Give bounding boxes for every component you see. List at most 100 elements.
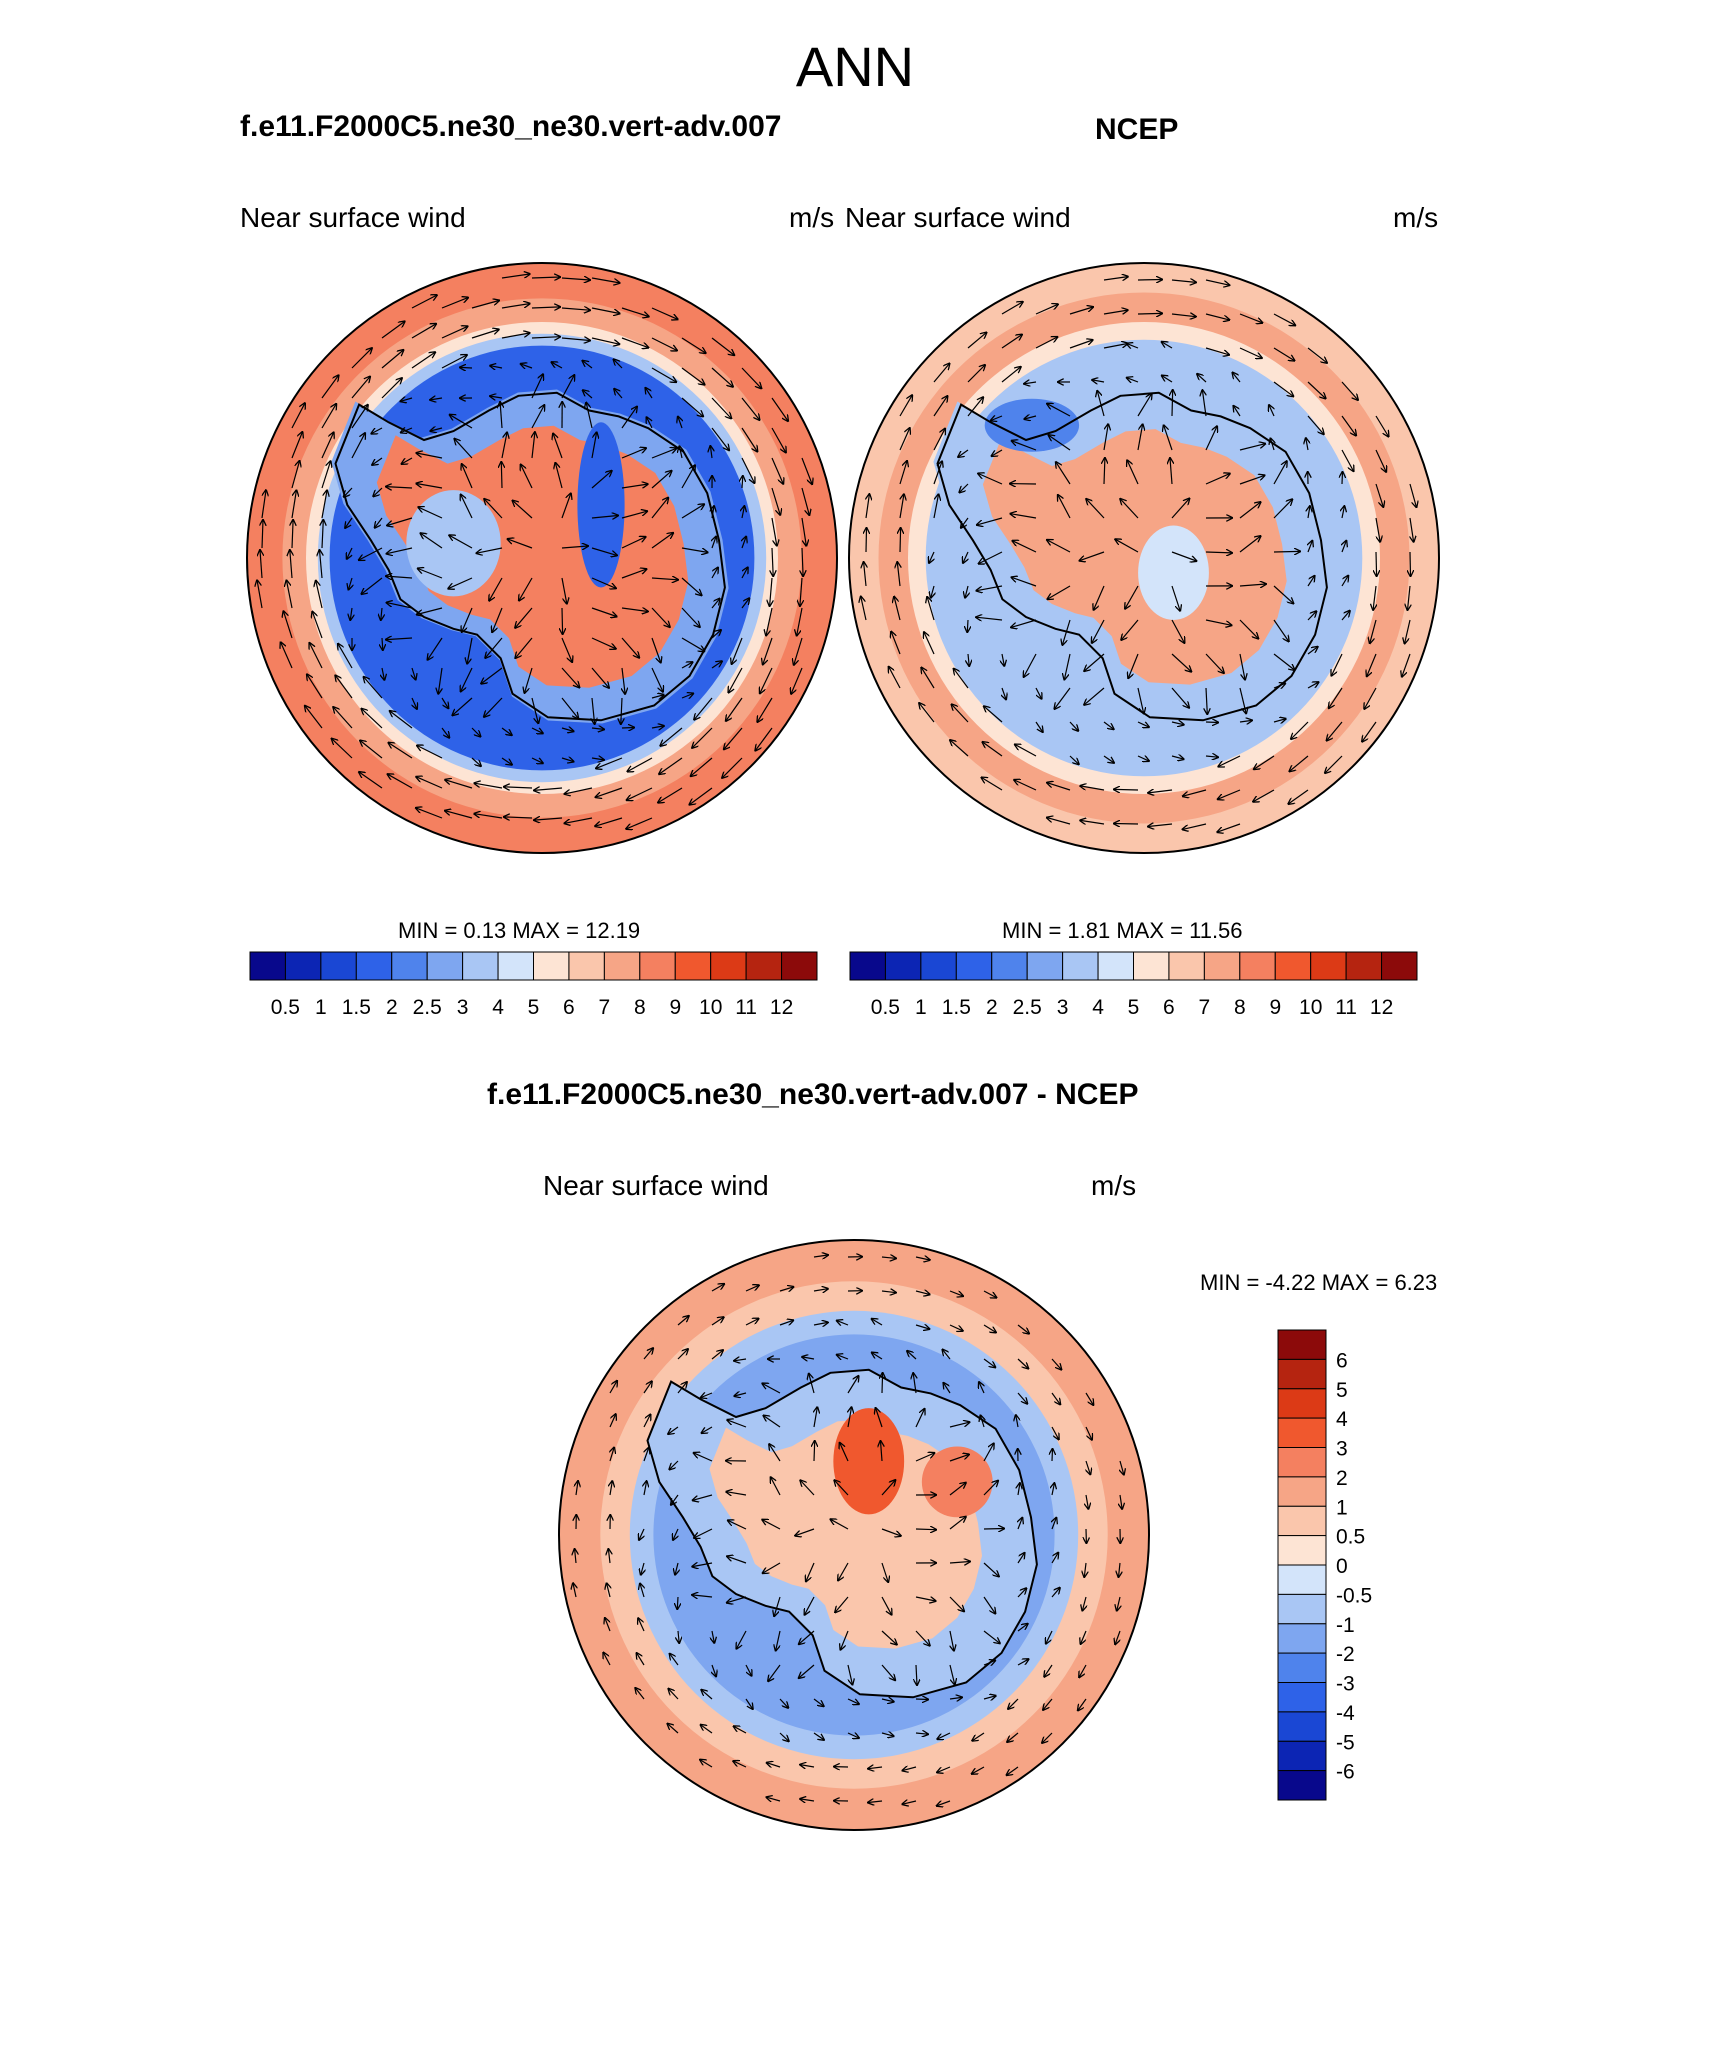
- wind-vector-arrow: [991, 416, 1003, 421]
- wind-vector-arrow: [881, 1291, 896, 1293]
- colorbar-box: [568, 951, 605, 981]
- colorbar-tick-label: 12: [1370, 996, 1393, 1019]
- wind-vector-arrow: [1273, 381, 1293, 396]
- wind-vector-arrow: [835, 1596, 849, 1612]
- wind-vector-arrow: [416, 808, 443, 819]
- wind-vector-arrow: [484, 499, 503, 519]
- wind-vector-arrow: [1202, 390, 1206, 417]
- wind-vector-arrow: [532, 432, 535, 459]
- wind-vector-arrow: [1012, 441, 1037, 451]
- wind-vector-arrow: [417, 746, 443, 759]
- wind-vector-arrow: [1373, 585, 1376, 610]
- wind-vector-arrow: [675, 1562, 678, 1575]
- wind-vector-arrow: [900, 528, 901, 553]
- wind-vector-arrow: [1114, 789, 1139, 790]
- wind-vector-arrow: [1197, 374, 1207, 383]
- wind-vector-arrow: [933, 461, 942, 485]
- colorbar-box: [710, 951, 747, 981]
- wind-vector-arrow: [552, 362, 563, 369]
- wind-vector-arrow: [881, 1528, 901, 1536]
- wind-vector-arrow: [1080, 820, 1105, 824]
- wind-vector-arrow: [742, 537, 746, 549]
- panel-1-units: m/s: [789, 202, 835, 233]
- wind-vector-arrow: [881, 1630, 897, 1645]
- wind-vector-arrow: [345, 517, 353, 528]
- wind-vector-arrow: [388, 774, 413, 789]
- wind-vector-arrow: [1103, 277, 1128, 280]
- wind-vector-arrow: [1017, 1358, 1028, 1369]
- wind-vector-arrow: [1024, 653, 1037, 677]
- wind-vector-arrow: [813, 1322, 828, 1325]
- colorbar-tick-label: 5: [1128, 996, 1140, 1019]
- wind-vector-arrow: [1117, 1596, 1120, 1611]
- colorbar-tick-label: 12: [770, 996, 793, 1019]
- wind-vector-arrow: [501, 274, 530, 279]
- wind-vector-arrow: [799, 1664, 815, 1678]
- wind-vector-arrow: [801, 517, 806, 546]
- wind-vector-arrow: [1171, 756, 1184, 759]
- wind-vector-arrow: [562, 607, 563, 634]
- wind-vector-arrow: [965, 585, 968, 598]
- wind-vector-arrow: [621, 637, 639, 658]
- wind-vector-arrow: [1325, 755, 1343, 773]
- wind-vector-arrow: [561, 546, 588, 548]
- wind-vector-arrow: [983, 1358, 995, 1367]
- wind-vector-arrow: [386, 487, 413, 488]
- wind-vector-arrow: [501, 757, 512, 765]
- wind-vector-arrow: [307, 674, 323, 699]
- wind-vector-arrow: [1008, 1698, 1019, 1709]
- colorbar-box: [462, 951, 499, 981]
- wind-vector-arrow: [621, 728, 634, 729]
- wind-vector-arrow: [1375, 449, 1386, 472]
- wind-vector-arrow: [894, 597, 901, 621]
- wind-vector-arrow: [591, 432, 597, 459]
- wind-vector-arrow: [608, 1549, 610, 1564]
- colorbar-difference: 6 5 4 3 2 1 0.5 0 -0.5 -1 -2 -3 -4 -5 -6: [1277, 1329, 1372, 1801]
- wind-vector-arrow: [261, 490, 266, 519]
- wind-vector-arrow: [692, 1563, 713, 1567]
- wind-vector-arrow: [967, 397, 983, 417]
- wind-vector-arrow: [881, 1441, 883, 1462]
- wind-vector-arrow: [477, 547, 503, 553]
- wind-vector-arrow: [876, 1408, 883, 1428]
- wind-vector-arrow: [1171, 280, 1196, 282]
- wind-vector-arrow: [949, 1517, 966, 1530]
- wind-vector-arrow: [622, 667, 625, 694]
- wind-vector-arrow: [741, 598, 749, 609]
- wind-vector-arrow: [291, 490, 296, 519]
- wind-vector-arrow: [521, 465, 533, 489]
- colorbar-tick-label: 2: [1336, 1467, 1348, 1490]
- wind-vector-arrow: [1148, 790, 1173, 793]
- wind-vector-arrow: [1048, 585, 1071, 599]
- wind-vector-arrow: [1327, 721, 1343, 741]
- wind-vector-arrow: [1052, 1518, 1056, 1530]
- wind-vector-arrow: [644, 1481, 647, 1496]
- wind-vector-arrow: [260, 550, 262, 579]
- colorbar-tick-label: 6: [1336, 1349, 1348, 1372]
- wind-vector-arrow: [983, 1596, 995, 1614]
- wind-vector-arrow: [757, 697, 773, 722]
- colorbar-box: [1277, 1535, 1327, 1566]
- wind-vector-arrow: [881, 1596, 892, 1615]
- wind-vector-arrow: [1239, 313, 1262, 323]
- wind-vector-arrow: [591, 607, 617, 617]
- wind-vector-arrow: [387, 603, 413, 609]
- wind-vector-arrow: [338, 644, 353, 669]
- wind-vector-arrow: [575, 1549, 576, 1564]
- panel-3-max-value: 6.23: [1394, 1270, 1438, 1295]
- wind-vector-arrow: [373, 487, 383, 496]
- wind-vector-arrow: [983, 1444, 994, 1462]
- wind-vector-arrow: [771, 1477, 781, 1496]
- wind-vector-arrow: [724, 727, 743, 749]
- wind-vector-arrow: [1269, 405, 1274, 417]
- wind-vector-arrow: [1273, 461, 1287, 485]
- wind-vector-arrow: [591, 307, 620, 314]
- wind-vector-arrow: [1007, 1766, 1019, 1775]
- wind-vector-arrow: [1308, 506, 1310, 519]
- wind-vector-arrow: [768, 1664, 781, 1681]
- wind-vector-arrow: [794, 637, 803, 665]
- wind-vector-arrow: [651, 307, 678, 319]
- wind-vector-arrow: [745, 1698, 753, 1709]
- wind-vector-arrow: [968, 653, 969, 666]
- wind-vector-arrow: [1012, 577, 1037, 587]
